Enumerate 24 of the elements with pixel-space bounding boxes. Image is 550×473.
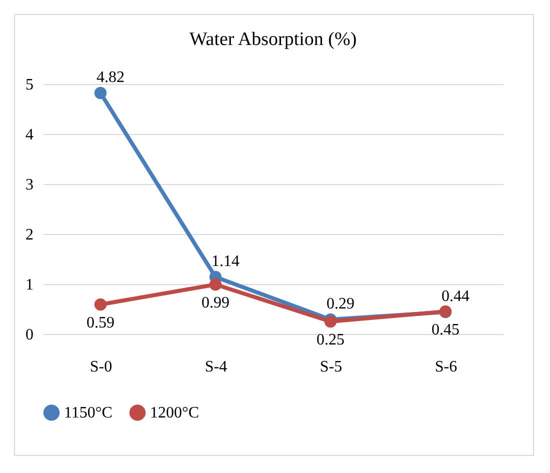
y-tick-label: 0 — [26, 326, 34, 344]
y-tick-label: 1 — [26, 276, 34, 294]
data-label: 0.44 — [442, 288, 470, 305]
legend-label: 1200°C — [150, 404, 200, 422]
y-tick-label: 5 — [26, 76, 34, 94]
x-tick-label: S-5 — [320, 358, 342, 376]
data-label: 0.29 — [326, 296, 354, 312]
y-tick-label: 4 — [26, 126, 34, 144]
data-label: 4.82 — [96, 69, 124, 86]
x-tick-label: S-6 — [434, 358, 458, 376]
point — [209, 278, 222, 291]
chart-title: Water Absorption (%) — [189, 29, 357, 50]
data-label: 0.99 — [202, 294, 230, 312]
y-tick-label: 2 — [26, 226, 34, 244]
point — [94, 298, 107, 311]
point — [94, 86, 107, 100]
data-label: 0.45 — [432, 322, 460, 338]
x-tick-label: S-4 — [204, 358, 228, 376]
data-label: 1.14 — [212, 253, 240, 270]
data-label: 0.59 — [86, 314, 114, 332]
data-label: 0.25 — [316, 332, 344, 348]
legend-label: 1150°C — [64, 404, 112, 422]
x-tick-label: S-0 — [90, 358, 112, 376]
y-tick-label: 3 — [26, 176, 34, 194]
